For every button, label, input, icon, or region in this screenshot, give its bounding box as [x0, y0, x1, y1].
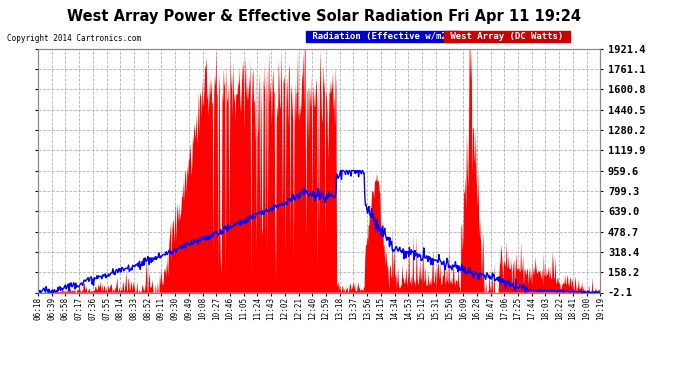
Text: West Array (DC Watts): West Array (DC Watts) — [445, 32, 569, 41]
Text: West Array Power & Effective Solar Radiation Fri Apr 11 19:24: West Array Power & Effective Solar Radia… — [68, 9, 581, 24]
Text: Radiation (Effective w/m2): Radiation (Effective w/m2) — [307, 32, 457, 41]
Text: Copyright 2014 Cartronics.com: Copyright 2014 Cartronics.com — [7, 34, 141, 43]
